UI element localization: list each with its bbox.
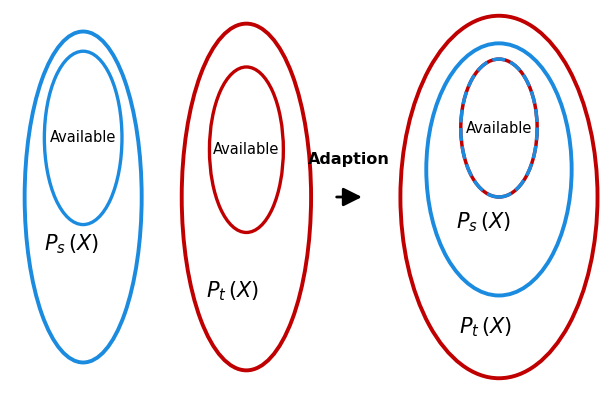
Text: $P_s\,(X)$: $P_s\,(X)$ — [44, 232, 99, 256]
Text: $P_t\,(X)$: $P_t\,(X)$ — [206, 280, 259, 303]
Ellipse shape — [461, 59, 537, 197]
Ellipse shape — [209, 67, 283, 232]
Text: Available: Available — [466, 121, 532, 136]
Ellipse shape — [426, 43, 572, 296]
Text: Adaption: Adaption — [309, 152, 390, 167]
Text: $P_s\,(X)$: $P_s\,(X)$ — [456, 211, 511, 234]
Text: Available: Available — [213, 142, 280, 157]
Ellipse shape — [400, 16, 598, 378]
Text: $P_t\,(X)$: $P_t\,(X)$ — [459, 315, 512, 339]
Text: Available: Available — [50, 130, 116, 145]
Ellipse shape — [44, 51, 122, 225]
Ellipse shape — [182, 24, 311, 370]
Ellipse shape — [25, 32, 142, 362]
